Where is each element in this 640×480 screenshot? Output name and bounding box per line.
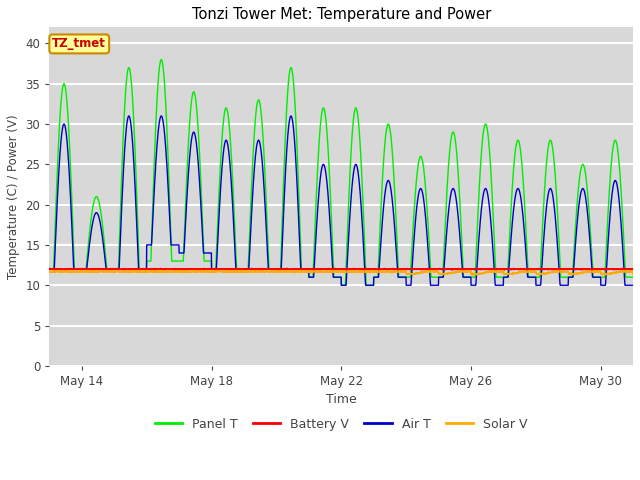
Title: Tonzi Tower Met: Temperature and Power: Tonzi Tower Met: Temperature and Power bbox=[191, 7, 491, 22]
X-axis label: Time: Time bbox=[326, 394, 356, 407]
Y-axis label: Temperature (C) / Power (V): Temperature (C) / Power (V) bbox=[7, 114, 20, 279]
Text: TZ_tmet: TZ_tmet bbox=[52, 37, 106, 50]
Legend: Panel T, Battery V, Air T, Solar V: Panel T, Battery V, Air T, Solar V bbox=[150, 413, 532, 436]
